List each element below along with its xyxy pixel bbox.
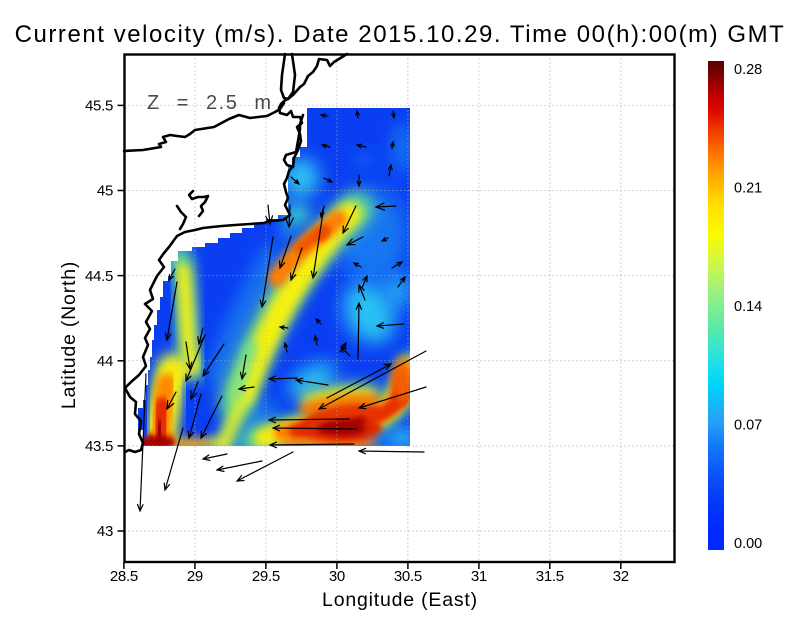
svg-text:43: 43	[97, 523, 113, 540]
svg-text:44.5: 44.5	[85, 268, 113, 285]
svg-text:Z = 2.5 m: Z = 2.5 m	[147, 92, 273, 114]
svg-text:29.5: 29.5	[252, 568, 280, 585]
svg-text:Longitude (East): Longitude (East)	[322, 589, 478, 611]
svg-text:0.28: 0.28	[734, 62, 762, 78]
svg-text:28.5: 28.5	[110, 568, 138, 585]
svg-text:29: 29	[187, 568, 203, 585]
svg-text:43.5: 43.5	[85, 438, 113, 455]
svg-text:Latitude (North): Latitude (North)	[58, 261, 80, 409]
svg-text:32: 32	[613, 568, 629, 585]
svg-text:31.5: 31.5	[536, 568, 564, 585]
svg-text:0.21: 0.21	[734, 181, 762, 197]
svg-text:45: 45	[97, 183, 113, 200]
svg-text:0.00: 0.00	[734, 536, 762, 552]
svg-text:31: 31	[471, 568, 487, 585]
svg-text:0.07: 0.07	[734, 418, 762, 434]
svg-text:44: 44	[97, 353, 113, 370]
svg-text:30: 30	[329, 568, 345, 585]
svg-text:0.14: 0.14	[734, 299, 762, 315]
svg-text:45.5: 45.5	[85, 98, 113, 115]
svg-text:Current velocity (m/s). Date 2: Current velocity (m/s). Date 2015.10.29.…	[15, 21, 786, 48]
svg-text:30.5: 30.5	[394, 568, 422, 585]
